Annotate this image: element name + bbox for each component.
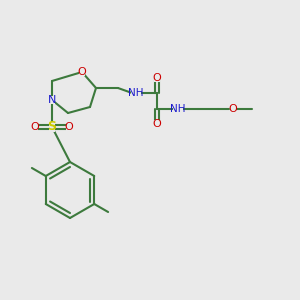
FancyBboxPatch shape [49, 96, 55, 104]
Text: O: O [229, 104, 237, 114]
FancyBboxPatch shape [173, 105, 183, 113]
Text: N: N [48, 95, 56, 105]
Text: S: S [47, 121, 56, 134]
FancyBboxPatch shape [66, 123, 72, 131]
FancyBboxPatch shape [32, 123, 38, 131]
Text: O: O [153, 73, 161, 83]
Text: O: O [64, 122, 74, 132]
FancyBboxPatch shape [131, 89, 141, 97]
FancyBboxPatch shape [49, 122, 56, 132]
Text: O: O [31, 122, 39, 132]
Text: O: O [78, 67, 86, 77]
FancyBboxPatch shape [79, 68, 85, 76]
Text: NH: NH [170, 104, 186, 114]
Text: O: O [153, 119, 161, 129]
FancyBboxPatch shape [154, 74, 160, 82]
FancyBboxPatch shape [230, 105, 236, 113]
Text: NH: NH [128, 88, 144, 98]
FancyBboxPatch shape [154, 120, 160, 128]
